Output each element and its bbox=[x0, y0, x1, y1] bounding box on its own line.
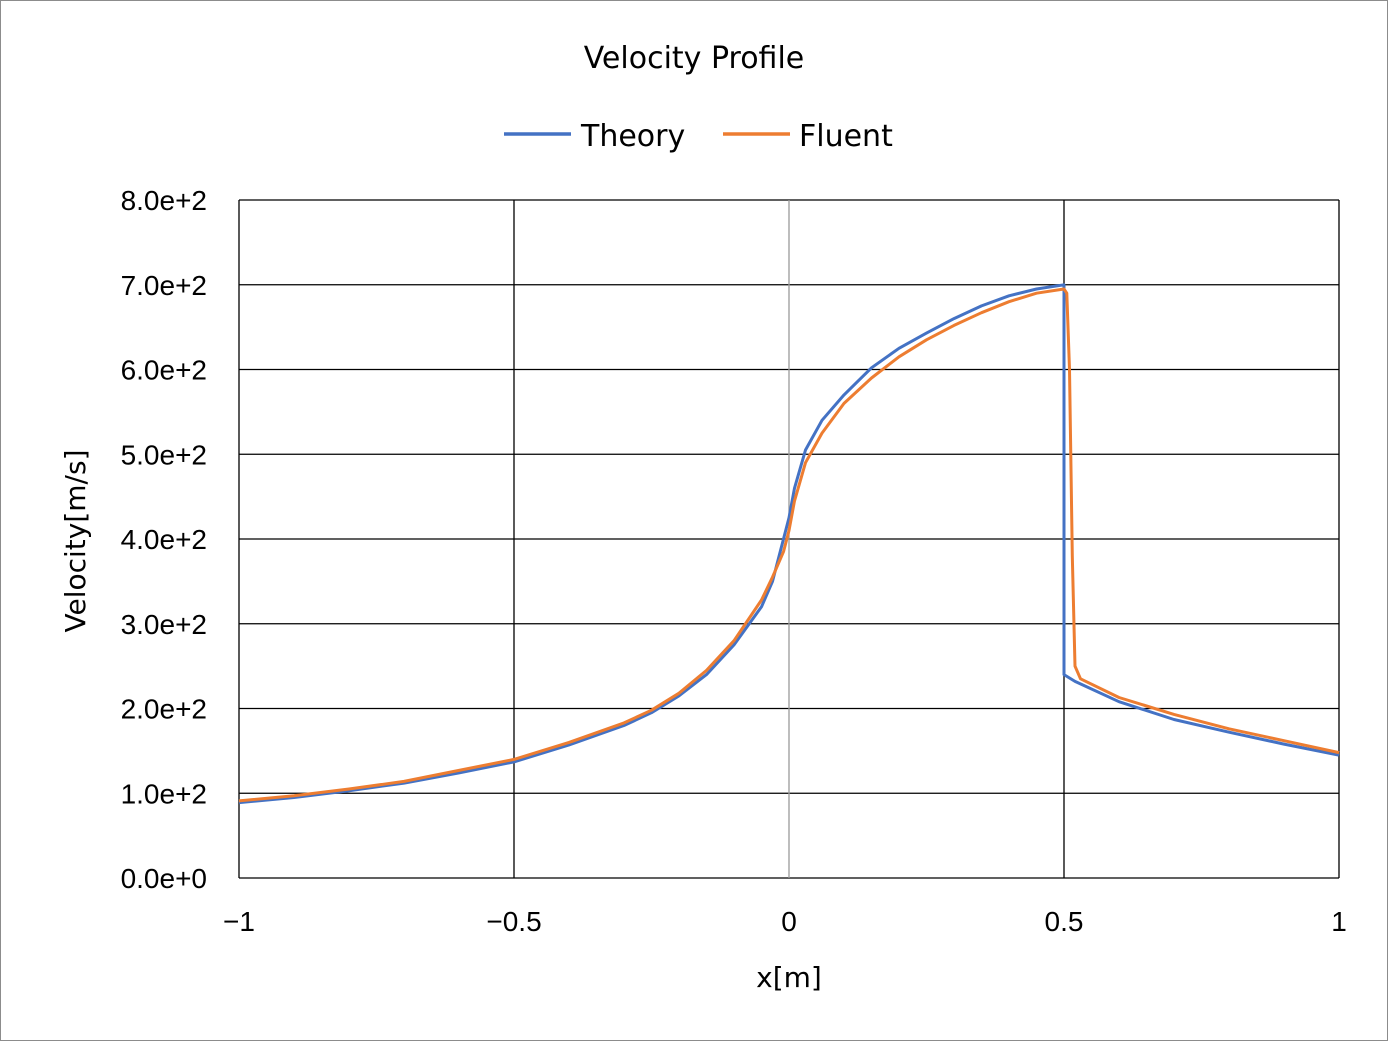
y-tick-label: 0.0e+0 bbox=[121, 863, 207, 894]
x-tick-label: −1 bbox=[223, 906, 255, 937]
y-tick-labels: 0.0e+0 1.0e+2 2.0e+2 3.0e+2 4.0e+2 5.0e+2 6.0e… bbox=[121, 185, 207, 894]
x-tick-label: 0.5 bbox=[1045, 906, 1084, 937]
series-line-fluent bbox=[238, 287, 1340, 803]
series-layer bbox=[238, 283, 1340, 805]
x-tick-label: 0 bbox=[781, 906, 797, 937]
y-tick-label: 4.0e+2 bbox=[121, 524, 207, 555]
y-tick-label: 2.0e+2 bbox=[121, 694, 207, 725]
x-axis-label: x[m] bbox=[756, 961, 822, 994]
grid-lines bbox=[238, 199, 1340, 879]
legend-label-theory: Theory bbox=[580, 119, 685, 154]
legend: Theory Fluent bbox=[504, 119, 893, 154]
y-tick-label: 5.0e+2 bbox=[121, 439, 207, 470]
x-tick-labels: −1 −0.5 0 0.5 1 bbox=[223, 906, 1347, 937]
y-tick-label: 8.0e+2 bbox=[121, 185, 207, 216]
x-tick-label: 1 bbox=[1331, 906, 1347, 937]
y-tick-label: 1.0e+2 bbox=[121, 778, 207, 809]
series-line-theory bbox=[238, 283, 1340, 805]
y-tick-label: 3.0e+2 bbox=[121, 609, 207, 640]
x-tick-label: −0.5 bbox=[486, 906, 541, 937]
y-tick-label: 6.0e+2 bbox=[121, 355, 207, 386]
legend-label-fluent: Fluent bbox=[799, 119, 893, 154]
y-tick-label: 7.0e+2 bbox=[121, 270, 207, 301]
chart-title: Velocity Profile bbox=[584, 41, 805, 76]
y-axis-label: Velocity[m/s] bbox=[59, 450, 92, 633]
